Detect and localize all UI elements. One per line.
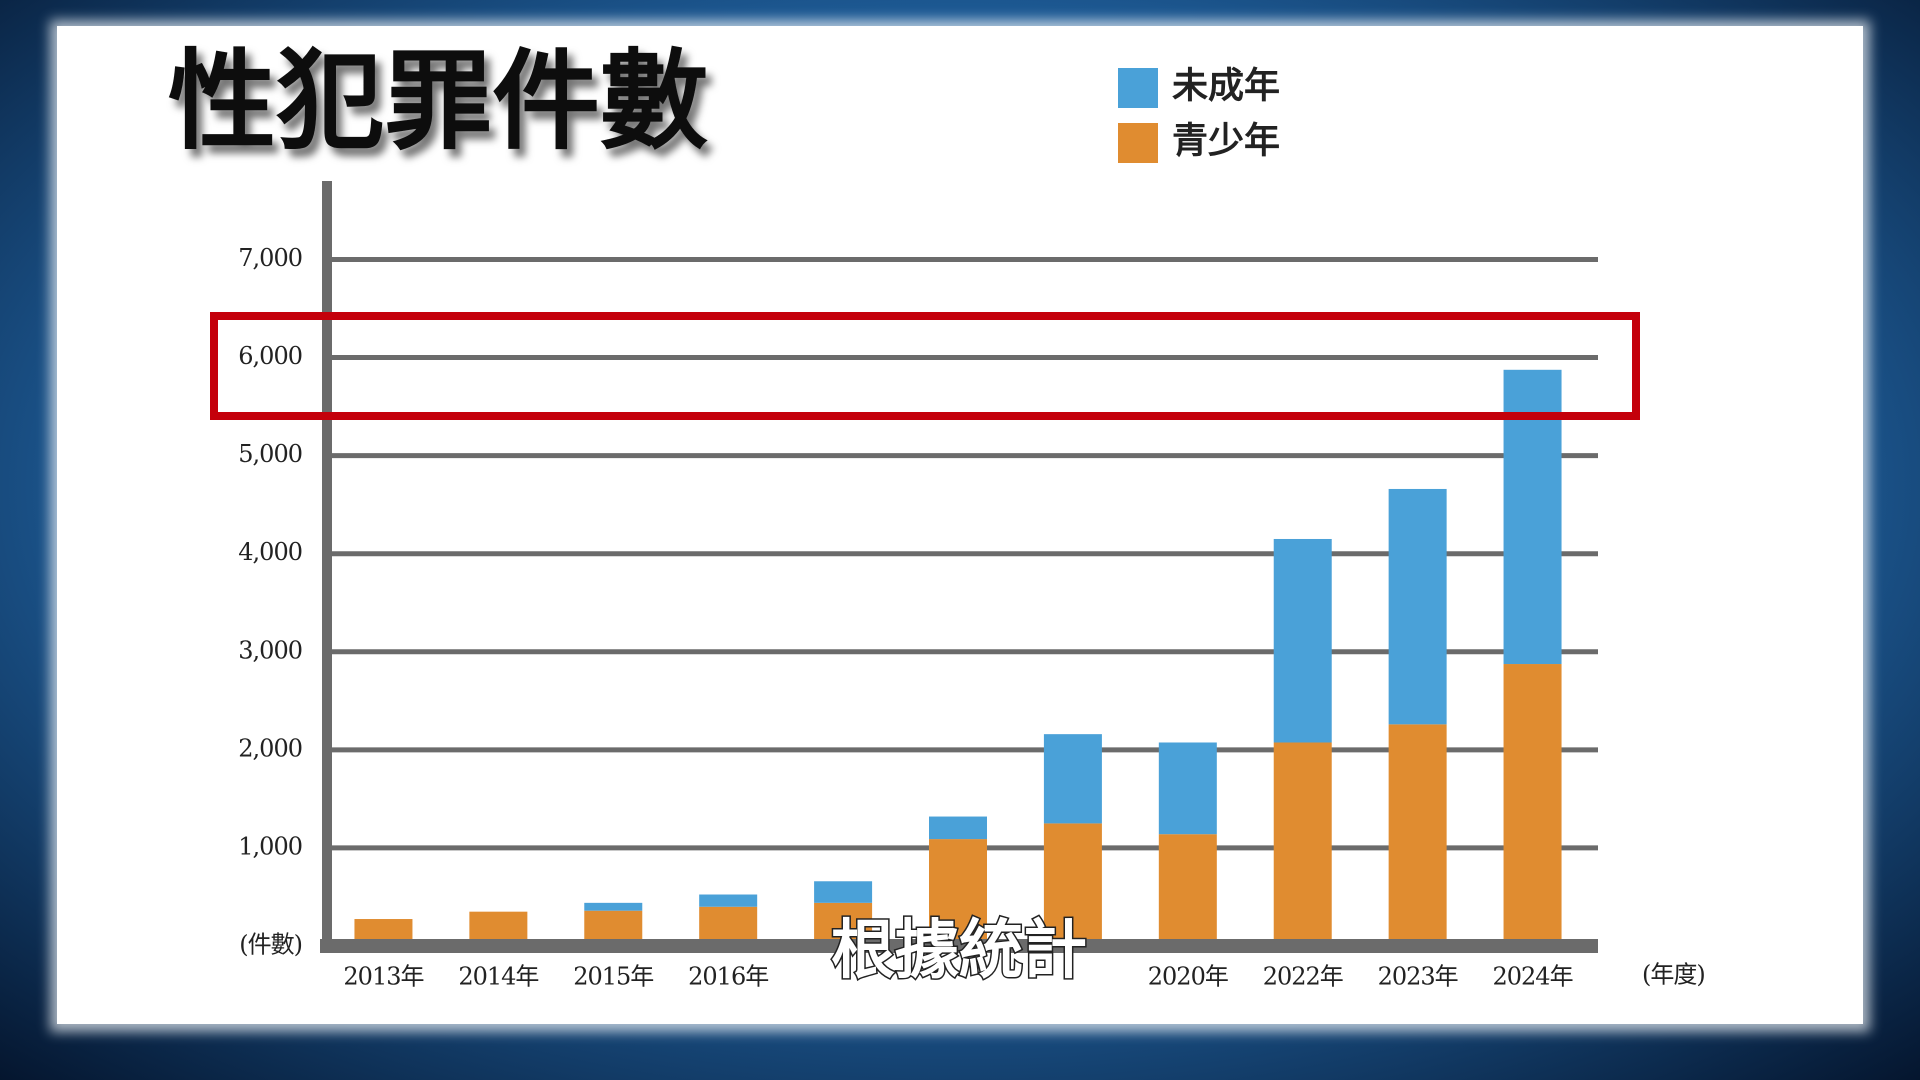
x-axis-label: (年度)	[1642, 961, 1705, 989]
bar-segment	[929, 839, 987, 946]
bar-segment	[814, 902, 873, 946]
y-tick-label: 1,000	[238, 832, 302, 860]
bar-segment	[1503, 664, 1562, 946]
y-tick-label: 4,000	[238, 538, 302, 566]
legend-label: 未成年	[1172, 65, 1280, 106]
bar-segment	[1043, 823, 1102, 946]
bar-segment	[1158, 742, 1217, 835]
legend-label: 青少年	[1172, 120, 1280, 161]
bar-segment	[1388, 488, 1447, 725]
chart-title: 性犯罪件數	[168, 41, 708, 162]
legend-swatch	[1118, 123, 1158, 163]
bar-segment	[584, 902, 643, 911]
bar-segment	[699, 894, 758, 907]
bar-segment	[1273, 538, 1332, 743]
bar-segment	[814, 881, 873, 903]
y-tick-label: 6,000	[238, 342, 302, 370]
x-tick-label: 2023年	[1378, 963, 1458, 991]
x-tick-label: 2015年	[573, 963, 653, 991]
bar-segment	[929, 816, 987, 840]
y-tick-label: 2,000	[238, 734, 302, 762]
x-tick-label: 2016年	[688, 963, 768, 991]
bar-segment	[1388, 724, 1447, 946]
y-tick-label: 5,000	[238, 440, 302, 468]
x-tick-label: 2022年	[1263, 963, 1343, 991]
bar-segment	[1043, 734, 1102, 824]
bar-segment	[1158, 834, 1217, 946]
x-tick-label: 2014年	[458, 963, 538, 991]
bar-segment	[1273, 742, 1332, 946]
x-tick-label: 2013年	[343, 963, 423, 991]
x-tick-label: 2024年	[1493, 963, 1573, 991]
x-tick-label: 2020年	[1148, 963, 1228, 991]
legend-swatch	[1118, 68, 1158, 108]
y-tick-label: (件數)	[239, 931, 302, 959]
highlight-box	[210, 312, 1640, 420]
caption: 根據統計	[831, 914, 1087, 986]
y-tick-label: 3,000	[238, 636, 302, 664]
y-tick-label: 7,000	[238, 244, 302, 272]
